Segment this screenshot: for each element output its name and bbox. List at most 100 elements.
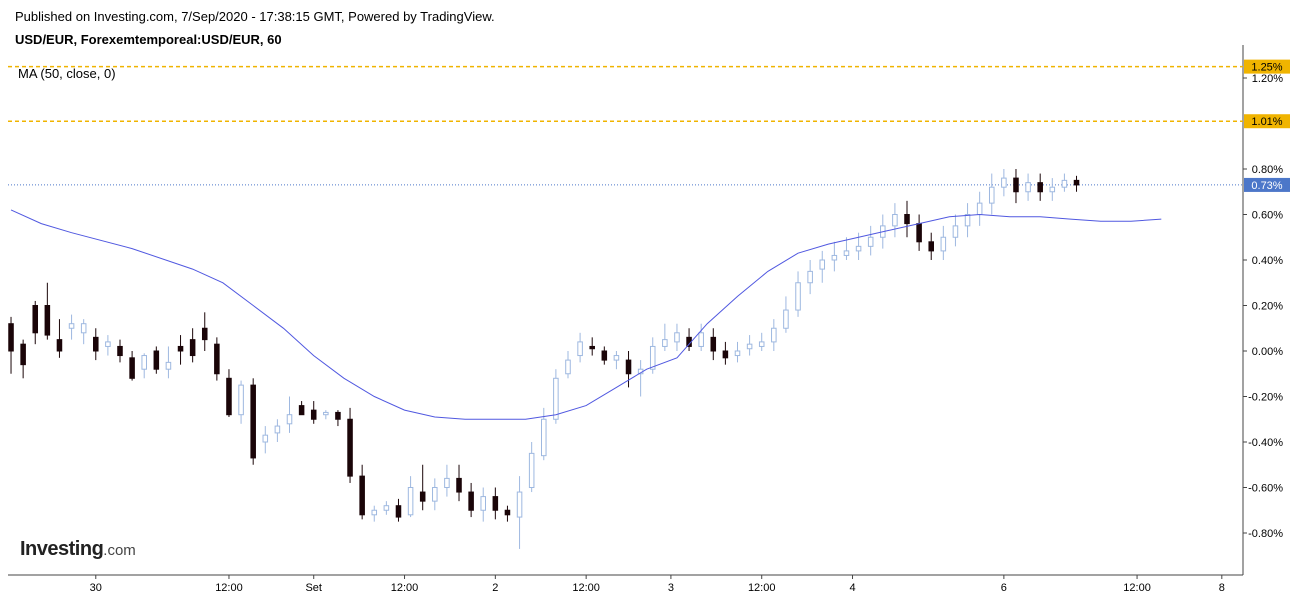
candle — [746, 335, 753, 356]
x-tick-label: 3 — [668, 582, 674, 594]
candle-body — [80, 323, 87, 334]
x-tick-label: 12:00 — [215, 582, 243, 594]
candle-body — [371, 509, 378, 516]
candle — [565, 351, 571, 379]
candle — [649, 337, 656, 374]
candle-body — [226, 377, 232, 416]
current-price-label: 0.73% — [1251, 180, 1282, 192]
candle-body — [250, 384, 256, 459]
candle-body — [1037, 182, 1043, 193]
candle — [771, 319, 777, 351]
candle-body — [432, 487, 438, 502]
ma-line — [10, 209, 1162, 420]
candle-body — [783, 309, 789, 329]
candle — [1025, 173, 1031, 201]
candle — [734, 341, 741, 363]
candle — [976, 191, 983, 226]
investing-logo: Investing.com — [20, 538, 136, 561]
candle-body — [20, 343, 26, 366]
candle — [286, 396, 293, 433]
candle-body — [964, 214, 971, 227]
candle — [432, 478, 438, 511]
candle-body — [528, 452, 535, 488]
candle — [831, 241, 838, 272]
candle — [371, 505, 378, 522]
candle-body — [795, 282, 801, 311]
candle-body — [274, 425, 281, 434]
candle-body — [577, 341, 583, 357]
candle — [335, 410, 341, 427]
candle — [419, 464, 426, 511]
candle — [141, 353, 147, 379]
candle — [456, 464, 462, 502]
x-tick-label: 30 — [90, 582, 102, 594]
candle — [843, 237, 850, 260]
candle-body — [238, 384, 244, 416]
x-tick-label: 12:00 — [748, 582, 776, 594]
candle-body — [359, 475, 365, 516]
candle-body — [1049, 186, 1056, 193]
candle-body — [141, 355, 147, 370]
y-tick-label: 1.20% — [1252, 73, 1283, 85]
candle — [129, 351, 135, 381]
candle — [444, 464, 450, 497]
candle-body — [456, 477, 462, 493]
candle — [165, 346, 172, 379]
candle-body — [565, 359, 571, 375]
candle — [819, 250, 826, 283]
candle-body — [177, 345, 184, 352]
candle — [407, 476, 414, 518]
candle — [32, 300, 39, 345]
candle — [952, 214, 959, 247]
candle-body — [214, 343, 220, 375]
candle-body — [819, 259, 826, 270]
y-tick-label: 0.60% — [1252, 210, 1283, 222]
candle — [226, 369, 232, 417]
candle-body — [892, 214, 898, 227]
candle — [238, 380, 244, 424]
candle-body — [722, 350, 729, 359]
candle-body — [867, 236, 874, 247]
candle — [492, 487, 499, 520]
candle — [153, 346, 160, 374]
candle — [347, 407, 353, 483]
chart-symbol-title: USD/EUR, Forexemtemporeal:USD/EUR, 60 — [15, 32, 282, 47]
y-tick-label: -0.40% — [1248, 437, 1283, 449]
candle-body — [56, 339, 63, 352]
candle-body — [153, 350, 160, 370]
candle — [795, 271, 801, 317]
candle-body — [928, 241, 934, 252]
candle — [516, 476, 523, 549]
candle-body — [262, 434, 269, 443]
candle-body — [710, 336, 717, 352]
candle — [758, 332, 765, 351]
candle-body — [1073, 179, 1080, 186]
y-tick-label: 0.80% — [1252, 164, 1283, 176]
current-price-badge — [1244, 177, 1290, 192]
candle — [395, 498, 402, 522]
candle-body — [831, 254, 838, 261]
logo-brand: Investing — [20, 538, 104, 560]
candle-body — [613, 355, 620, 361]
candle-body — [807, 270, 813, 284]
candle — [686, 328, 692, 351]
candle-body — [347, 418, 353, 477]
candle — [274, 419, 281, 442]
y-tick-label: -0.80% — [1248, 528, 1283, 540]
candle-body — [117, 345, 123, 357]
candle — [613, 351, 620, 370]
x-tick-label: 6 — [1001, 582, 1007, 594]
candle-body — [335, 411, 341, 420]
candle — [117, 339, 123, 363]
candle-body — [855, 245, 862, 252]
x-tick-label: Set — [305, 582, 322, 594]
y-tick-label: 0.40% — [1252, 255, 1283, 267]
candle — [1049, 178, 1056, 201]
candle — [8, 316, 14, 374]
candle — [504, 505, 511, 522]
candle — [710, 328, 717, 361]
candle — [93, 328, 99, 361]
candle — [674, 323, 680, 351]
candle-body — [8, 323, 14, 352]
